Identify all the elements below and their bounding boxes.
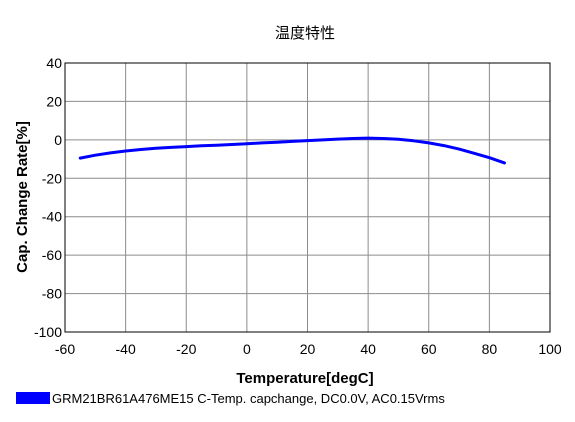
- y-tick-label: 20: [46, 93, 62, 109]
- y-tick-label: 0: [54, 132, 62, 148]
- x-axis-ticks: -60 -40 -20 0 20 40 60 80 100: [55, 341, 562, 357]
- plot-area-frame: [64, 62, 551, 333]
- x-tick-label: -60: [55, 341, 75, 357]
- y-axis-label: Cap. Change Rate[%]: [14, 121, 31, 273]
- y-tick-label: -20: [42, 170, 62, 186]
- y-tick-label: -80: [42, 286, 62, 302]
- y-tick-label: -100: [34, 324, 62, 340]
- x-tick-label: 60: [421, 341, 437, 357]
- x-tick-label: 40: [360, 341, 376, 357]
- x-tick-label: -40: [116, 341, 136, 357]
- x-tick-label: 0: [243, 341, 251, 357]
- chart-title: 温度特性: [275, 24, 335, 42]
- y-tick-label: 40: [46, 55, 62, 71]
- legend: GRM21BR61A476ME15 C-Temp. capchange, DC0…: [16, 390, 445, 406]
- x-axis-label: Temperature[degC]: [236, 370, 373, 387]
- y-axis-ticks: 40 20 0 -20 -40 -60 -80 -100: [34, 55, 62, 340]
- y-tick-label: -60: [42, 247, 62, 263]
- series-line: [78, 136, 506, 165]
- x-tick-label: 80: [482, 341, 498, 357]
- y-tick-label: -40: [42, 209, 62, 225]
- x-tick-label: 20: [300, 341, 316, 357]
- series-layer: [78, 136, 506, 165]
- grid: [64, 62, 551, 333]
- x-tick-label: -20: [176, 341, 196, 357]
- x-tick-label: 100: [538, 341, 562, 357]
- legend-swatch: [16, 392, 50, 404]
- legend-label: GRM21BR61A476ME15 C-Temp. capchange, DC0…: [52, 390, 445, 406]
